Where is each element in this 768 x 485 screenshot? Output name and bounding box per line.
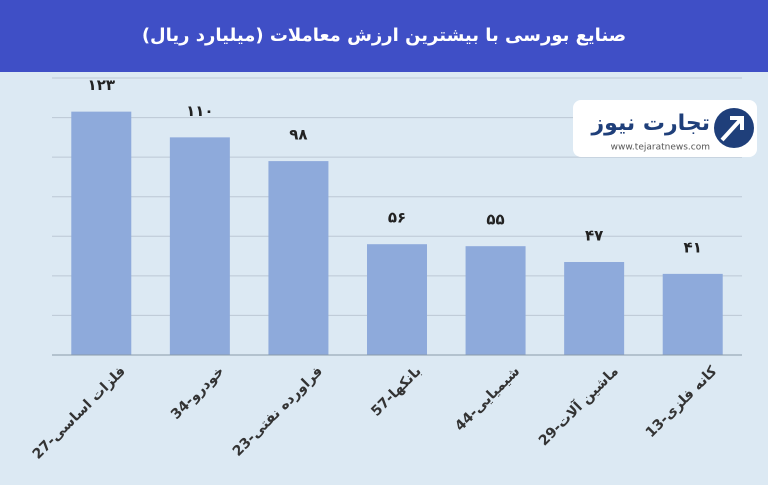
header <box>0 0 768 72</box>
value-label: ۱۲۳ <box>88 76 115 94</box>
bar <box>71 111 132 355</box>
bar <box>465 246 526 355</box>
value-label: ۴۱ <box>684 238 702 256</box>
logo-name: تجارت نیوز <box>590 111 710 136</box>
bar <box>367 244 427 355</box>
value-label: ۴۷ <box>585 227 603 245</box>
bar <box>268 161 329 355</box>
value-label: ۵۵ <box>486 211 504 229</box>
bar <box>169 137 230 355</box>
chart-title: صنایع بورسی با بیشترین ارزش معاملات (میل… <box>142 25 626 46</box>
value-label: ۱۱۰ <box>186 102 213 120</box>
logo: تجارت نیوز www.tejaratnews.com <box>573 100 757 157</box>
logo-url: www.tejaratnews.com <box>611 143 710 153</box>
bar <box>662 273 723 355</box>
bar <box>564 262 625 355</box>
value-label: ۹۸ <box>289 126 307 144</box>
logo-box <box>573 100 757 157</box>
value-label: ۵۶ <box>388 209 406 227</box>
logo-arrow <box>720 116 744 142</box>
